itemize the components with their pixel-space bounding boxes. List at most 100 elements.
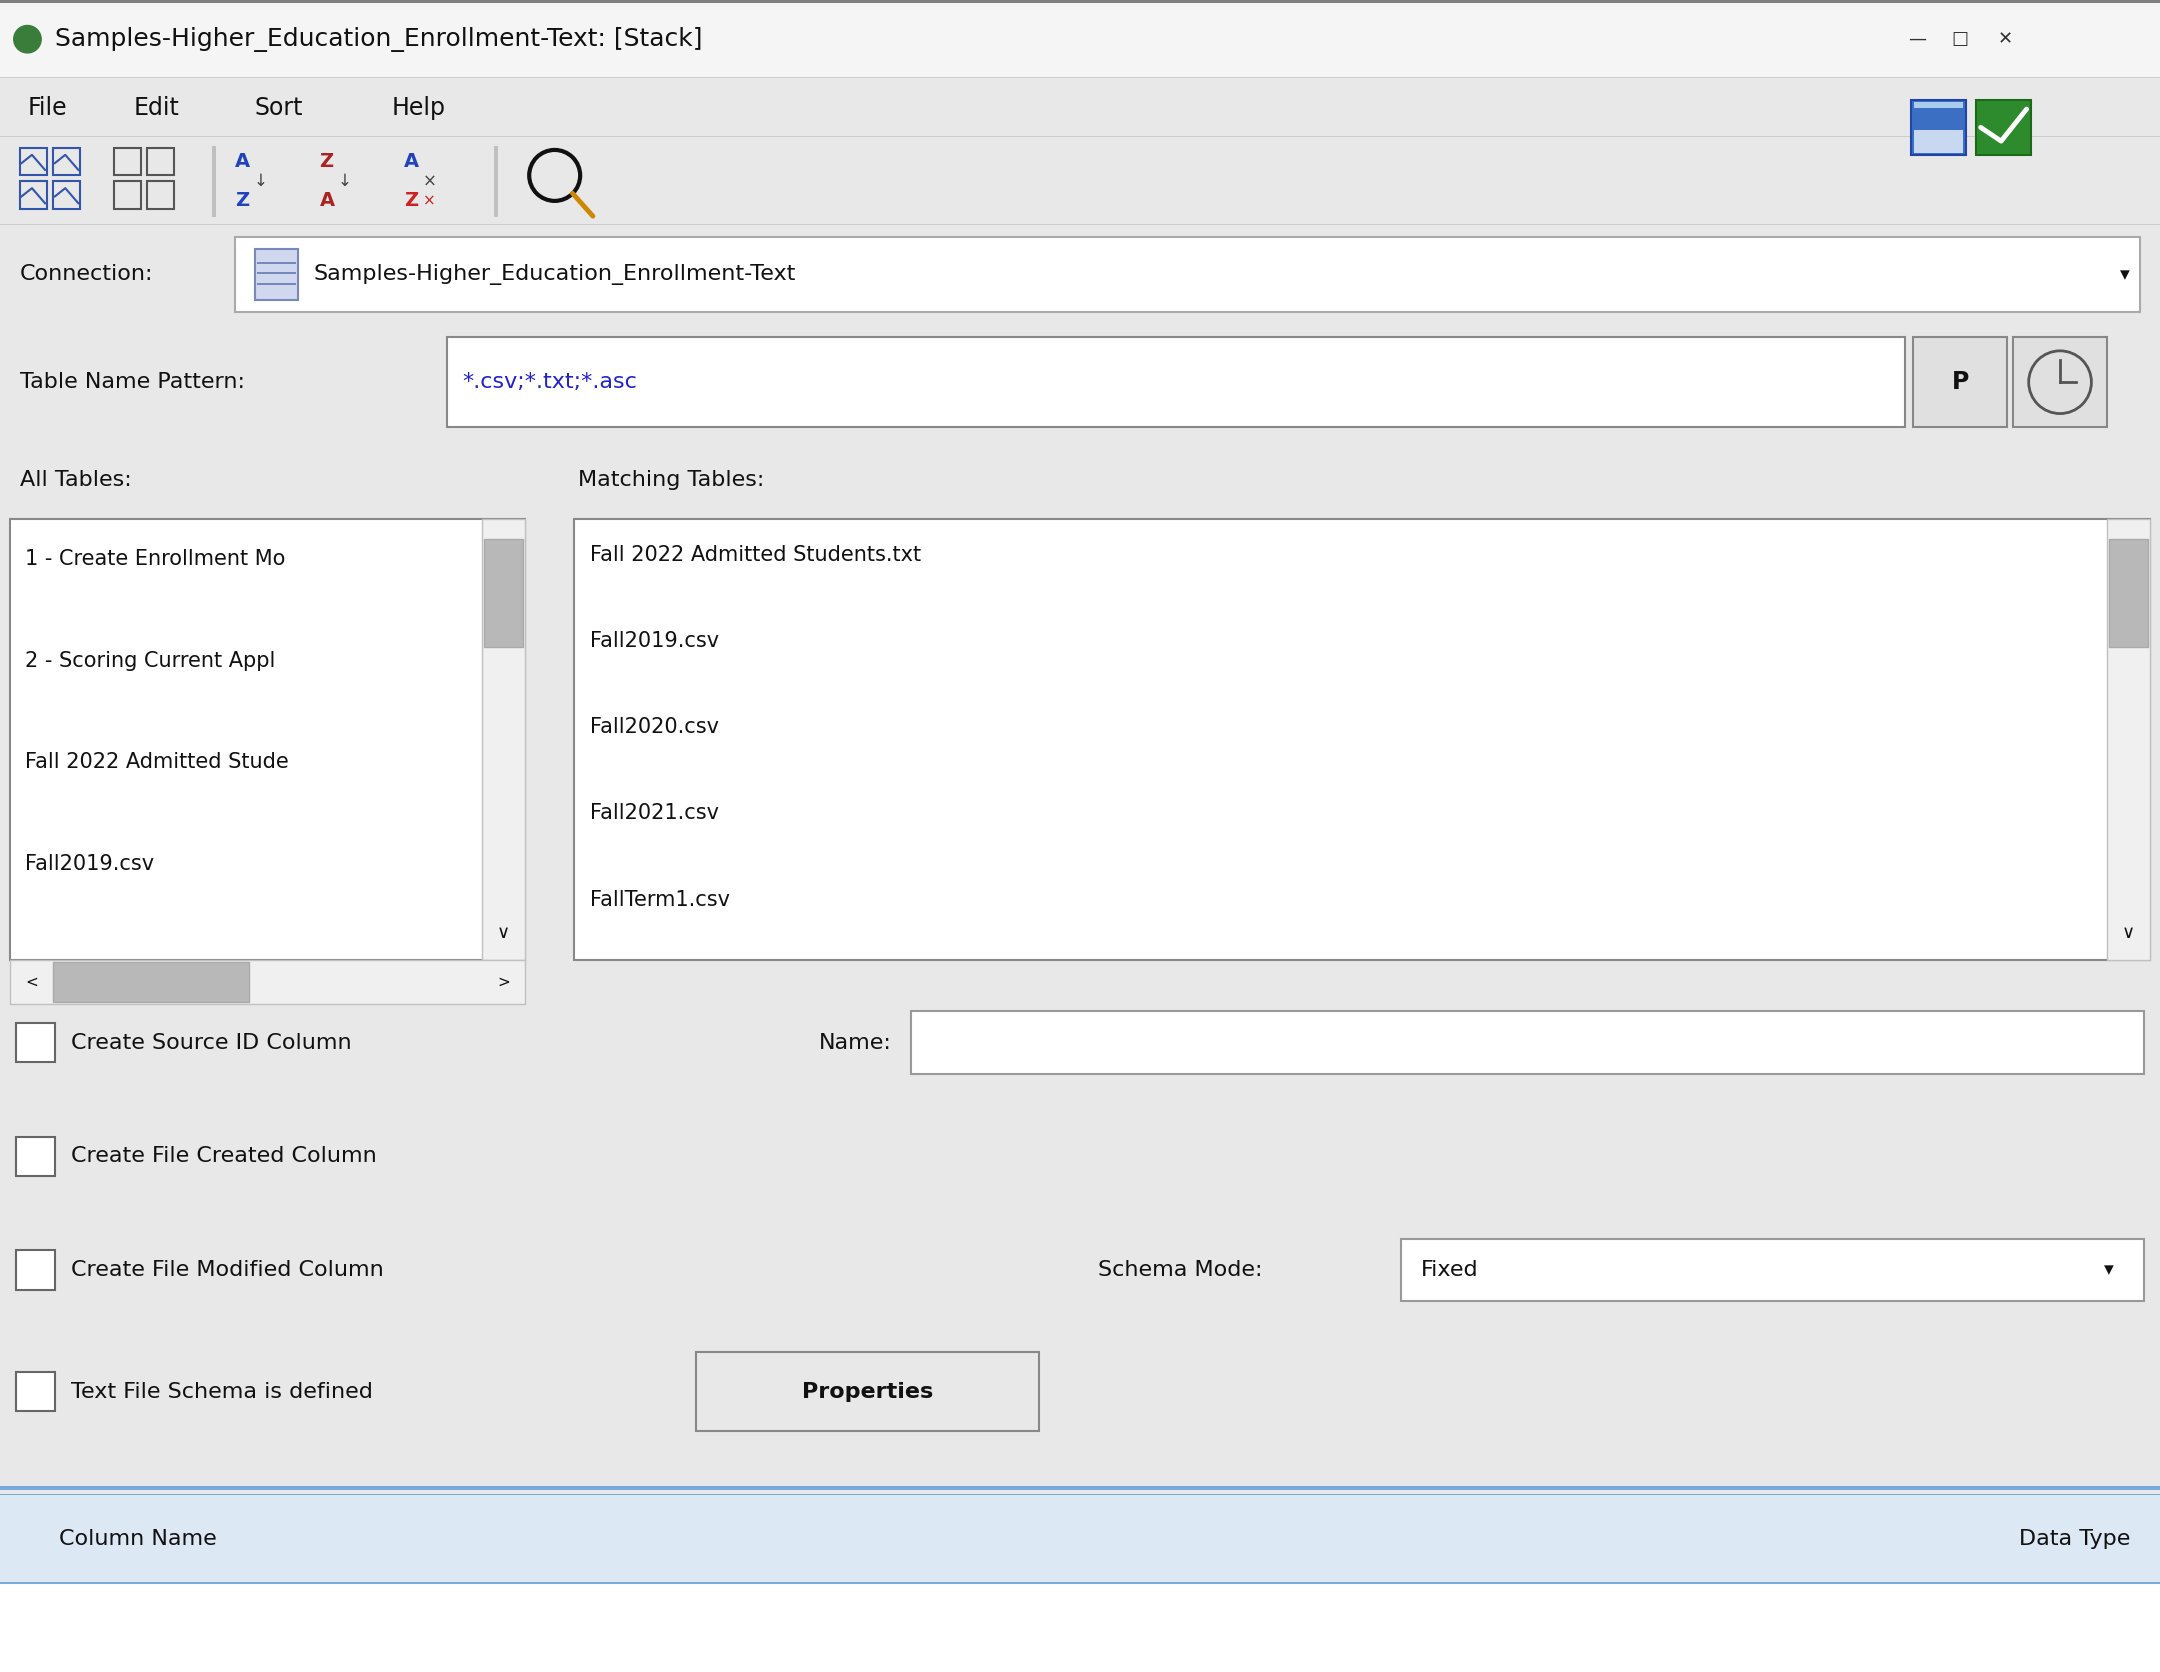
Text: 1 - Create Enrollment Mo: 1 - Create Enrollment Mo: [26, 548, 285, 568]
Bar: [52, 181, 80, 209]
Text: Schema Mode:: Schema Mode:: [1097, 1261, 1261, 1281]
Bar: [15, 1373, 54, 1411]
Text: FallTerm1.csv: FallTerm1.csv: [590, 890, 730, 910]
Bar: [15, 1023, 54, 1062]
Text: ×: ×: [423, 194, 436, 209]
Text: Z: Z: [235, 191, 248, 211]
Bar: [114, 181, 140, 209]
Bar: [0, 0, 2160, 79]
Text: —: —: [1907, 30, 1927, 48]
Text: Samples-Higher_Education_Enrollment-Text: [Stack]: Samples-Higher_Education_Enrollment-Text…: [54, 27, 702, 52]
Text: Table Name Pattern:: Table Name Pattern:: [19, 373, 244, 393]
Text: Sort: Sort: [255, 95, 302, 120]
Text: Properties: Properties: [801, 1381, 933, 1401]
Text: ∧: ∧: [2121, 538, 2136, 555]
Bar: [255, 249, 298, 299]
Bar: [11, 960, 525, 1003]
Bar: [912, 1012, 2145, 1073]
Bar: [495, 145, 497, 217]
Bar: [0, 79, 2160, 137]
Bar: [0, 0, 2160, 3]
Bar: [11, 520, 525, 960]
Text: A: A: [235, 152, 251, 171]
Text: Create File Created Column: Create File Created Column: [71, 1147, 376, 1167]
Bar: [2108, 520, 2149, 960]
Bar: [147, 149, 175, 176]
Bar: [447, 338, 1905, 428]
Bar: [0, 323, 2160, 441]
Text: □: □: [1950, 30, 1968, 48]
Bar: [484, 538, 523, 647]
Bar: [1914, 338, 2007, 428]
Text: Fixed: Fixed: [1421, 1261, 1480, 1281]
Text: Text File Schema is defined: Text File Schema is defined: [71, 1381, 372, 1401]
Text: Fall 2022 Admitted Students.txt: Fall 2022 Admitted Students.txt: [590, 545, 920, 565]
Bar: [1914, 130, 1963, 152]
Text: Fall 2022 Admitted Stude: Fall 2022 Admitted Stude: [26, 752, 289, 772]
Text: 2 - Scoring Current Appl: 2 - Scoring Current Appl: [26, 650, 276, 670]
Text: Fall2021.csv: Fall2021.csv: [590, 804, 719, 823]
Bar: [0, 1583, 2160, 1672]
Bar: [696, 1353, 1039, 1431]
Bar: [257, 273, 296, 274]
Bar: [19, 181, 48, 209]
Text: File: File: [28, 95, 67, 120]
Text: Help: Help: [391, 95, 445, 120]
Text: Fall2020.csv: Fall2020.csv: [590, 717, 719, 737]
Bar: [1912, 100, 1966, 155]
Text: ▾: ▾: [2104, 1261, 2115, 1279]
Text: All Tables:: All Tables:: [19, 470, 132, 490]
Bar: [0, 137, 2160, 226]
Bar: [0, 1486, 2160, 1490]
Text: Matching Tables:: Matching Tables:: [579, 470, 765, 490]
Text: A: A: [404, 152, 419, 171]
Text: ↓: ↓: [337, 172, 352, 191]
Text: ↓: ↓: [253, 172, 268, 191]
Text: <: <: [26, 975, 37, 990]
Bar: [575, 520, 2149, 960]
Text: Z: Z: [404, 191, 417, 211]
Bar: [0, 441, 2160, 520]
Text: Fall2019.csv: Fall2019.csv: [590, 630, 719, 650]
Bar: [257, 263, 296, 264]
Bar: [147, 181, 175, 209]
Bar: [15, 1137, 54, 1175]
Text: Fall2019.csv: Fall2019.csv: [26, 854, 156, 874]
Text: ×: ×: [423, 172, 436, 191]
Bar: [0, 226, 2160, 323]
Text: Column Name: Column Name: [58, 1528, 216, 1548]
Text: ∨: ∨: [2121, 925, 2136, 941]
Bar: [1914, 102, 1963, 109]
Bar: [2108, 538, 2149, 647]
Text: Connection:: Connection:: [19, 264, 153, 284]
Text: ∧: ∧: [497, 538, 510, 555]
Text: Create File Modified Column: Create File Modified Column: [71, 1261, 382, 1281]
Bar: [52, 149, 80, 176]
Bar: [19, 149, 48, 176]
Bar: [482, 520, 525, 960]
Text: *.csv;*.txt;*.asc: *.csv;*.txt;*.asc: [462, 373, 637, 393]
Text: Edit: Edit: [134, 95, 179, 120]
Bar: [2013, 338, 2108, 428]
Bar: [1976, 100, 2030, 155]
Circle shape: [13, 25, 41, 54]
Bar: [52, 963, 248, 1002]
Bar: [212, 145, 216, 217]
Text: Create Source ID Column: Create Source ID Column: [71, 1033, 352, 1053]
Bar: [1402, 1239, 2145, 1301]
Text: P: P: [1950, 370, 1968, 395]
Text: Samples-Higher_Education_Enrollment-Text: Samples-Higher_Education_Enrollment-Text: [313, 264, 797, 284]
Text: Name:: Name:: [819, 1033, 892, 1053]
Text: ▾: ▾: [2119, 264, 2130, 284]
Text: Z: Z: [320, 152, 333, 171]
Bar: [235, 237, 2141, 311]
Bar: [0, 1493, 2160, 1583]
Bar: [114, 149, 140, 176]
Bar: [15, 1251, 54, 1289]
Text: A: A: [320, 191, 335, 211]
Text: ✕: ✕: [1998, 30, 2013, 48]
Text: Data Type: Data Type: [2020, 1528, 2130, 1548]
Bar: [257, 283, 296, 284]
Text: >: >: [497, 975, 510, 990]
Text: ∨: ∨: [497, 925, 510, 941]
